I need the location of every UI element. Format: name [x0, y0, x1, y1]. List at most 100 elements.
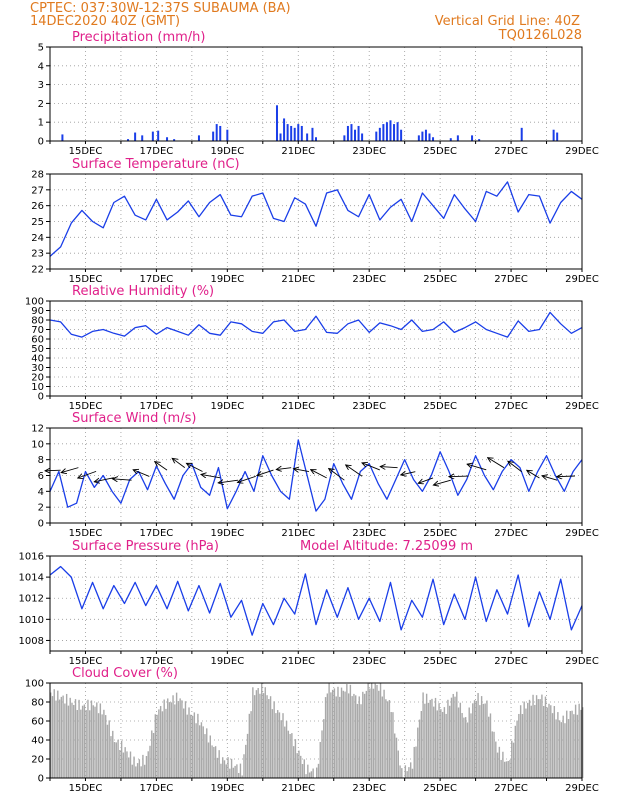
series-line [49, 565, 583, 636]
cloud-bar [273, 701, 275, 778]
cloud-bar [392, 712, 394, 778]
cloud-bar [516, 720, 518, 778]
cloud-bar [243, 754, 245, 778]
cloud-bar [220, 763, 222, 778]
cloud-bar [252, 687, 254, 778]
x-tick-label: 15DEC [69, 656, 103, 667]
y-tick-label: 8 [38, 455, 44, 466]
header-grid-note: Vertical Grid Line: 40Z [435, 14, 580, 29]
precip-bar [311, 127, 314, 141]
cloud-bar [493, 731, 495, 778]
wind-arrow [418, 477, 434, 483]
cloud-bar [188, 707, 190, 778]
cloud-bar [505, 761, 508, 778]
cloud-bar [76, 710, 78, 778]
cloud-bar [450, 697, 453, 778]
cloud-bar [447, 699, 449, 778]
x-tick-label: 17DEC [140, 656, 174, 667]
cloud-bar [542, 705, 545, 778]
y-tick-label: 26 [31, 201, 44, 212]
cloud-bar [413, 746, 415, 778]
wind-arrow [237, 475, 256, 482]
y-tick-label: 1010 [19, 615, 44, 626]
cloud-bar [356, 703, 359, 778]
wind-arrow [218, 480, 239, 483]
cloud-bar [257, 688, 259, 778]
cloud-bar [261, 683, 263, 778]
x-tick-label: 27DEC [494, 146, 528, 157]
cloud-bar [158, 709, 160, 778]
precip-bar [151, 131, 154, 141]
cloud-bar [512, 742, 515, 778]
cloud-bar [433, 706, 435, 778]
cloud-bar [183, 708, 185, 778]
panel-title: Precipitation (mm/h) [72, 30, 205, 45]
cloud-bar [227, 757, 229, 778]
cloud-bar [344, 691, 346, 778]
cloud-bar [234, 765, 236, 778]
wind-arrow [94, 477, 114, 482]
cloud-bar [140, 766, 142, 778]
cloud-bar [106, 724, 109, 778]
cloud-bar [174, 704, 176, 778]
cloud-bar [388, 700, 391, 778]
wind-arrow [155, 462, 168, 471]
wind-arrow [557, 476, 575, 477]
panel-title: Surface Wind (m/s) [72, 411, 196, 426]
cloud-bar [119, 750, 121, 778]
y-tick-label: 60 [31, 717, 44, 728]
wind-arrow [508, 461, 522, 473]
cloud-bar [229, 768, 231, 778]
y-tick-label: 3 [38, 80, 44, 91]
precip-bar [283, 118, 286, 141]
cloud-bar [143, 764, 146, 778]
y-tick-label: 1014 [19, 573, 44, 584]
cloud-bar [537, 699, 540, 778]
cloud-bar [521, 714, 524, 778]
cloud-bar [184, 701, 187, 778]
cloud-bar [337, 686, 339, 778]
cloud-bar [562, 715, 564, 778]
cloud-bar [74, 699, 77, 778]
wind-arrow [433, 479, 451, 485]
cloud-bar [195, 723, 197, 778]
panel-frame [49, 300, 583, 397]
cloud-bar [479, 705, 481, 778]
cloud-bar [168, 702, 171, 778]
cloud-bar [475, 700, 477, 778]
cloud-bar [525, 708, 527, 778]
cloud-bar [218, 750, 220, 778]
y-tick-label: 1008 [19, 636, 44, 647]
cloud-bar [530, 705, 532, 778]
precip-bar [134, 132, 137, 141]
cloud-bar [394, 733, 396, 778]
y-tick-label: 25 [31, 217, 44, 228]
cloud-bar [305, 774, 307, 778]
x-tick-label: 25DEC [423, 656, 457, 667]
precip-bar [424, 129, 427, 141]
cloud-bar [381, 696, 384, 778]
x-tick-label: 21DEC [281, 146, 315, 157]
cloud-bar [202, 726, 204, 778]
precip-bar [346, 125, 349, 141]
y-tick-label: 100 [25, 679, 44, 690]
cloud-bar [308, 772, 311, 778]
y-tick-label: 20 [31, 755, 44, 766]
wind-arrow [329, 469, 345, 481]
cloud-bar [287, 730, 290, 778]
cloud-bar [546, 707, 548, 778]
cloud-bar [558, 720, 561, 778]
wind-arrow [186, 463, 203, 472]
cloud-bar [459, 702, 462, 778]
cloud-bar [328, 683, 330, 778]
x-tick-label: 27DEC [494, 401, 528, 412]
cloud-bar [90, 700, 93, 778]
cloud-bar [358, 696, 360, 778]
y-tick-label: 0 [38, 137, 44, 148]
cloud-bar [468, 707, 470, 778]
cloud-bar [500, 759, 502, 778]
x-tick-label: 23DEC [352, 401, 386, 412]
precip-bar [215, 124, 218, 141]
cloud-bar [175, 692, 178, 778]
x-tick-label: 17DEC [140, 401, 174, 412]
